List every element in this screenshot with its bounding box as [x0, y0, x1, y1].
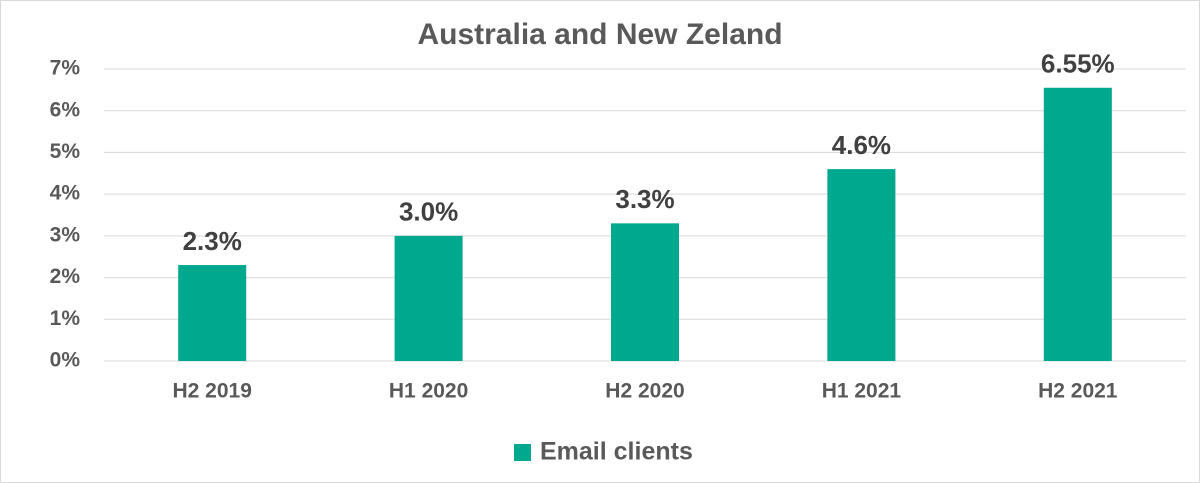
x-tick-label: H2 2021 [1038, 380, 1118, 403]
data-label: 3.3% [615, 184, 674, 214]
bar [1043, 87, 1112, 362]
x-tick-label: H1 2021 [822, 380, 902, 403]
y-tick-label: 3% [50, 223, 81, 246]
x-tick-label: H2 2020 [605, 380, 684, 403]
y-tick-label: 7% [50, 57, 81, 80]
data-label: 2.3% [183, 226, 242, 256]
data-label: 6.55% [1041, 49, 1115, 79]
y-tick-label: 0% [50, 349, 81, 372]
data-label: 4.6% [832, 130, 891, 160]
y-tick-label: 5% [50, 140, 81, 163]
y-tick-label: 2% [50, 265, 81, 288]
x-tick-label: H1 2020 [389, 380, 468, 403]
legend-label: Email clients [540, 438, 693, 466]
bar [827, 169, 896, 361]
y-tick-label: 1% [50, 307, 81, 330]
x-tick-label: H2 2019 [172, 380, 251, 403]
bar [178, 265, 247, 361]
chart-title: Australia and New Zeland [417, 18, 782, 51]
y-tick-label: 6% [50, 98, 81, 121]
legend-swatch [514, 444, 531, 461]
y-tick-label: 4% [50, 182, 81, 205]
bar [394, 235, 463, 361]
bar [611, 223, 679, 361]
data-label: 3.0% [399, 197, 458, 227]
